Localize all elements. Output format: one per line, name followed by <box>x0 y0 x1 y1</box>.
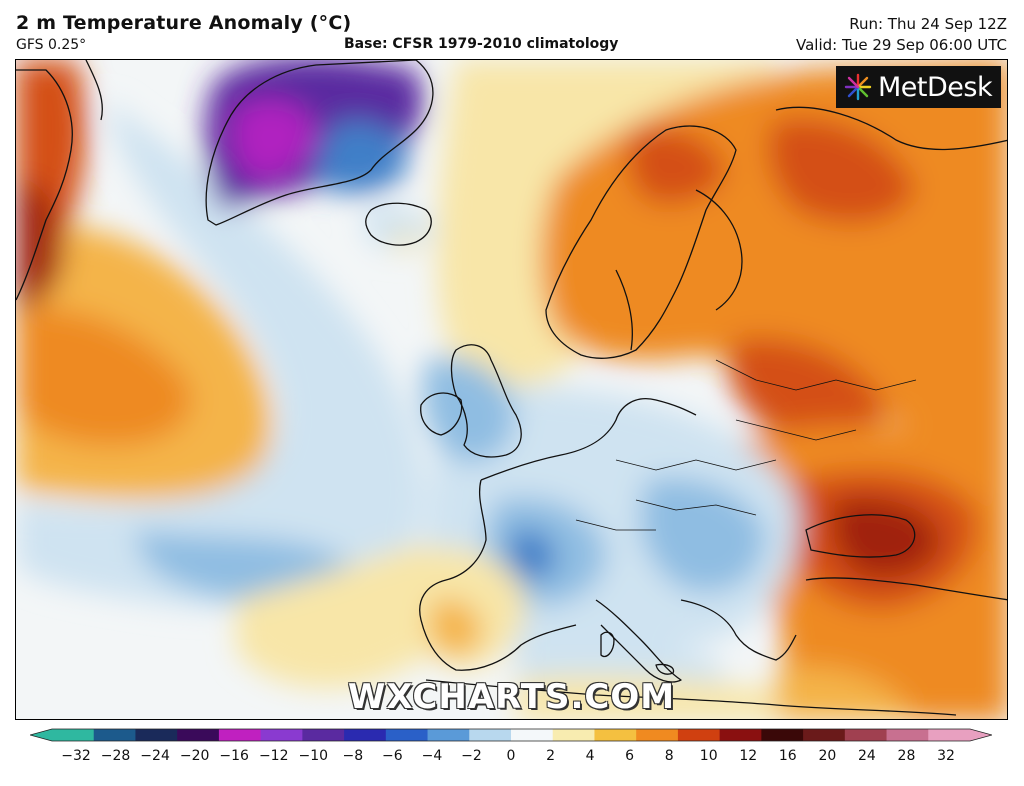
colorbar-segment <box>677 729 721 741</box>
coastlines <box>16 60 1007 716</box>
colorbar-segment <box>52 729 95 741</box>
colorbar-tick-label: −10 <box>298 748 329 764</box>
colorbar-tick-label: 12 <box>739 748 758 764</box>
colorbar-segment <box>93 729 136 741</box>
colorbar-tick-label: 2 <box>546 748 555 764</box>
colorbar-segment <box>803 729 846 741</box>
colorbar-tick-label: 6 <box>625 748 635 764</box>
anomaly-fields <box>16 60 1007 719</box>
colorbar-tick-label: −20 <box>179 748 210 764</box>
colorbar-min-arrow <box>30 729 52 741</box>
colorbar-tick-label: −28 <box>100 748 131 764</box>
colorbar-tick-label: −12 <box>258 748 289 764</box>
colorbar-segment <box>177 729 220 741</box>
metdesk-logo-text: MetDesk <box>878 71 993 103</box>
colorbar-segment <box>218 729 262 741</box>
colorbar-tick-labels: −32 −28 −24 −20 −16 −12 −10 −8 −6 −4 −2 0 2 4 6 8 10 12 16… <box>0 748 1024 772</box>
base-climatology-label: Base: CFSR 1979-2010 climatology <box>344 36 619 52</box>
colorbar-segment <box>636 729 679 741</box>
colorbar-segment <box>761 729 804 741</box>
colorbar-tick-label: 0 <box>506 748 516 764</box>
model-label: GFS 0.25° <box>16 37 87 53</box>
anomaly-map: MetDesk WXCHARTS.COM <box>15 59 1008 720</box>
metdesk-starburst-icon <box>844 73 872 101</box>
colorbar-segment <box>385 729 429 741</box>
colorbar-segment <box>928 729 971 741</box>
colorbar-tick-label: 8 <box>664 748 674 764</box>
colorbar-segment <box>552 729 595 741</box>
colorbar-tick-label: 16 <box>778 748 797 764</box>
colorbar-segment <box>260 729 303 741</box>
colorbar-segment <box>469 729 512 741</box>
colorbar-segment <box>511 729 554 741</box>
colorbar-tick-label: −2 <box>461 748 482 764</box>
colorbar-tick-label: −8 <box>342 748 364 764</box>
colorbar-tick-label: −4 <box>421 748 443 764</box>
valid-time-label: Valid: Tue 29 Sep 06:00 UTC <box>796 36 1007 54</box>
colorbar-segment <box>302 729 345 741</box>
wxcharts-watermark: WXCHARTS.COM <box>347 677 676 717</box>
colorbar-tick-label: 4 <box>585 748 595 764</box>
colorbar-segment <box>594 729 637 741</box>
colorbar-segment <box>135 729 178 741</box>
colorbar-tick-label: 24 <box>857 748 876 764</box>
map-canvas <box>16 60 1007 719</box>
metdesk-logo: MetDesk <box>836 66 1001 108</box>
colorbar-tick-label: 28 <box>897 748 916 764</box>
anomaly-colorbar <box>30 728 992 742</box>
colorbar-segment <box>844 729 888 741</box>
colorbar-segment <box>344 729 387 741</box>
colorbar-tick-label: −24 <box>140 748 170 764</box>
colorbar-tick-label: −32 <box>61 748 91 764</box>
colorbar-max-arrow <box>970 729 992 741</box>
colorbar-segment <box>719 729 762 741</box>
colorbar-tick-label: 20 <box>818 748 837 764</box>
run-time-label: Run: Thu 24 Sep 12Z <box>849 15 1007 33</box>
colorbar-tick-label: 32 <box>937 748 955 764</box>
colorbar-tick-label: −6 <box>382 748 403 764</box>
colorbar-tick-label: 10 <box>699 748 718 764</box>
colorbar-segment <box>886 729 929 741</box>
colorbar-tick-label: −16 <box>219 748 249 764</box>
chart-title: 2 m Temperature Anomaly (°C) <box>16 12 352 34</box>
colorbar-segment <box>427 729 470 741</box>
